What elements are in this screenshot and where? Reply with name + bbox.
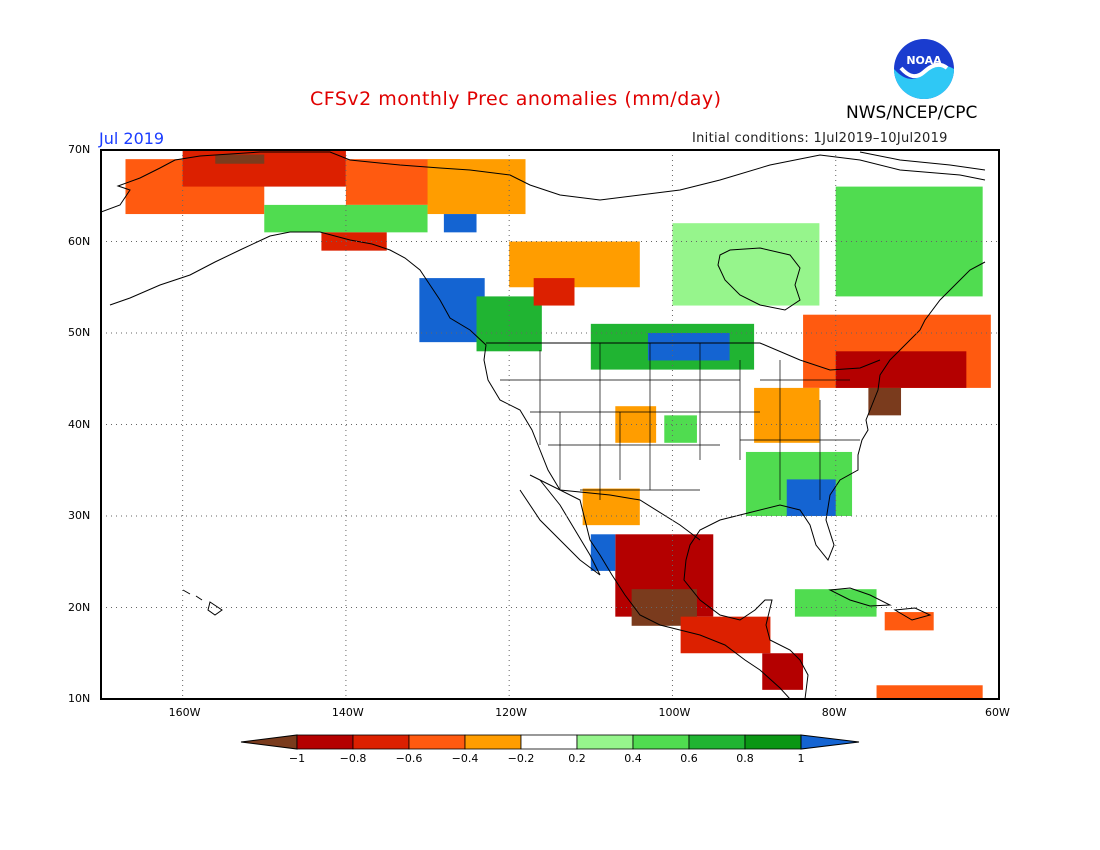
anomaly-region-southeast-wet-core [786, 479, 836, 516]
anomaly-region-ohio-valley-dry [754, 387, 820, 443]
colorbar-swatch [408, 734, 466, 750]
anomaly-region-bc-wet [419, 278, 485, 343]
colorbar-label: −0.6 [395, 752, 423, 765]
colorbar-label: 0.6 [680, 752, 698, 765]
coastline-greenland [859, 151, 986, 171]
colorbar-swatch [464, 734, 522, 750]
colorbar-swatch [632, 734, 690, 750]
canada-us-border [486, 342, 881, 371]
colorbar-label: −0.8 [339, 752, 367, 765]
coastline-hudson-bay [717, 247, 801, 311]
anomaly-region-central-america-dry [762, 653, 804, 690]
coastline-north-america [101, 151, 986, 699]
mexico-us-border [529, 474, 701, 541]
anomaly-region-caribbean-wet [794, 589, 877, 617]
anomaly-region-central-alaska-wet [264, 204, 428, 233]
coastline-cuba [828, 587, 892, 607]
anomaly-region-nwt-dry [427, 159, 526, 215]
lon-label: 120W [495, 706, 528, 719]
colorbar-label: −0.2 [507, 752, 535, 765]
coastline-hispaniola [893, 607, 932, 621]
colorbar-swatch [296, 734, 354, 750]
colorbar [240, 734, 860, 750]
logo-text: NOAA [906, 54, 942, 67]
colorbar-label: 1 [797, 752, 805, 765]
lon-label: 60W [985, 706, 1010, 719]
anomaly-region-arizona-dry [582, 488, 640, 526]
lat-label: 60N [68, 234, 91, 248]
noaa-logo-icon: NOAA [894, 39, 954, 99]
anomaly-region-hudson-bay-wet [672, 223, 820, 306]
anomaly-region-baja-wet [590, 534, 616, 571]
colorbar-arrow-high [800, 734, 860, 750]
anomaly-region-north-slope-dry [215, 154, 265, 164]
lat-label: 20N [68, 600, 91, 614]
lat-label: 30N [68, 509, 91, 522]
colorbar-swatch [688, 734, 746, 750]
colorbar-swatch [352, 734, 410, 750]
lon-label: 140W [331, 706, 364, 719]
colorbar-label: 0.2 [568, 752, 586, 765]
colorbar-swatch [576, 734, 634, 750]
anomaly-region-venezuela-dry [876, 685, 983, 699]
colorbar-label: 0.8 [736, 752, 754, 765]
colorbar-swatch [744, 734, 802, 750]
lon-label: 160W [168, 706, 201, 719]
colorbar-arrow-low [240, 734, 298, 750]
lat-label: 40N [68, 417, 91, 431]
lon-label: 80W [821, 706, 847, 719]
anomaly-region-hispaniola-dry [884, 612, 934, 631]
lat-label: 10N [68, 692, 91, 705]
map-frame [100, 149, 1000, 700]
anomaly-region-northeast-canada-wet [835, 186, 983, 297]
colorbar-label: 0.4 [624, 752, 642, 765]
anomaly-region-alaska-wet-core [443, 214, 477, 233]
anomaly-region-southern-mexico-dry [680, 616, 771, 654]
lat-label: 50N [68, 326, 91, 339]
chart-title: CFSv2 monthly Prec anomalies (mm/day) [310, 88, 722, 110]
lat-label: 70N [68, 143, 91, 156]
colorbar-label: −0.4 [451, 752, 479, 765]
lon-label: 100W [658, 706, 691, 719]
anomaly-region-great-lakes-dry-core [835, 351, 967, 388]
forecast-month: Jul 2019 [99, 129, 165, 148]
agency-label: NWS/NCEP/CPC [846, 103, 978, 123]
colorbar-swatch [520, 734, 578, 750]
initial-conditions: Initial conditions: 1Jul2019–10Jul2019 [692, 131, 948, 146]
anomaly-region-kansas-wet [664, 415, 697, 443]
colorbar-label: −1 [288, 752, 306, 765]
coastline-baja [519, 479, 601, 576]
anomaly-region-alberta-dry-core [533, 278, 575, 306]
coastline-hawaii [182, 589, 223, 616]
anomaly-region-northern-plains-wet-core [647, 333, 730, 361]
